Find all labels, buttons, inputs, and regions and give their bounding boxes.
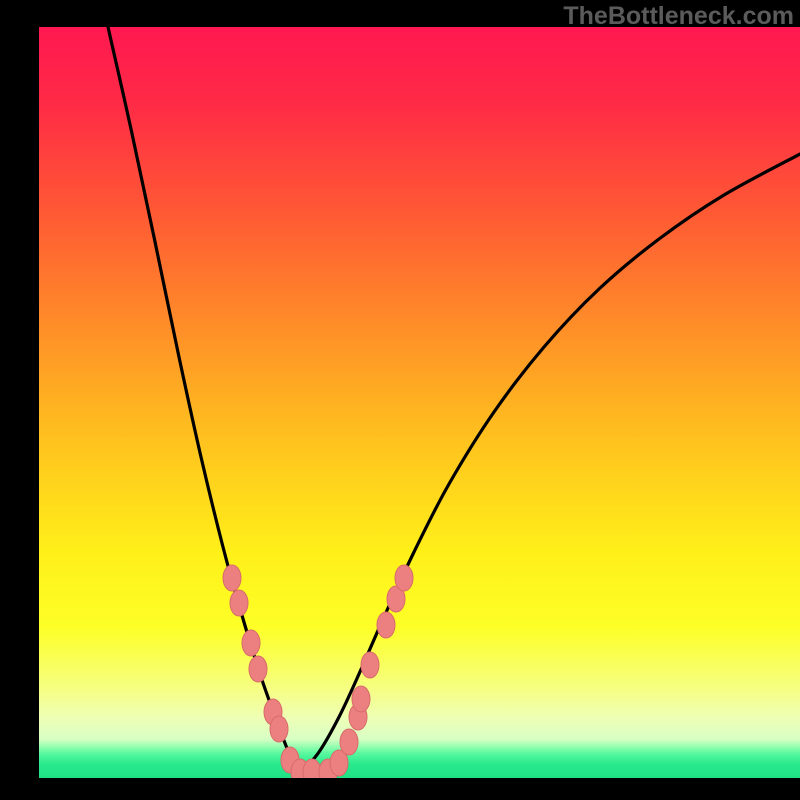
data-marker (361, 652, 379, 678)
data-marker (352, 686, 370, 712)
data-marker (340, 729, 358, 755)
data-marker (223, 565, 241, 591)
data-marker (377, 612, 395, 638)
data-marker (242, 630, 260, 656)
data-marker (395, 565, 413, 591)
data-marker (249, 656, 267, 682)
data-marker (270, 716, 288, 742)
chart-svg (39, 27, 800, 778)
data-marker (230, 590, 248, 616)
gradient-background (39, 27, 800, 778)
watermark-text: TheBottleneck.com (563, 2, 794, 31)
plot-area (39, 27, 800, 778)
